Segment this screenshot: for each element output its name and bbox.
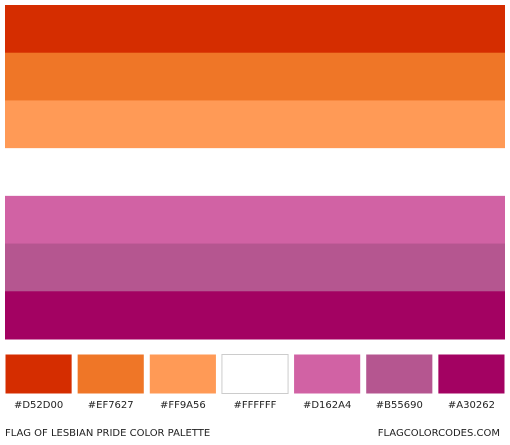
hex-label: #B55690 bbox=[376, 400, 423, 411]
flag-stripe bbox=[5, 243, 505, 292]
color-swatch bbox=[5, 354, 72, 394]
flag-stripe bbox=[5, 52, 505, 101]
site-name: FLAGCOLORCODES.COM bbox=[378, 428, 500, 439]
color-swatch bbox=[221, 354, 289, 394]
hex-label: #FFFFFF bbox=[234, 400, 277, 411]
flag-stripe bbox=[5, 148, 505, 197]
color-swatch bbox=[149, 354, 216, 394]
hex-label: #D162A4 bbox=[303, 400, 351, 411]
color-swatch bbox=[77, 354, 144, 394]
flag-stripe bbox=[5, 5, 505, 54]
color-swatch bbox=[294, 354, 361, 394]
hex-label: #A30262 bbox=[448, 400, 495, 411]
caption: FLAG OF LESBIAN PRIDE COLOR PALETTE bbox=[5, 428, 210, 439]
color-swatch bbox=[366, 354, 433, 394]
color-swatch bbox=[438, 354, 505, 394]
flag-stripe bbox=[5, 195, 505, 245]
hex-label: #FF9A56 bbox=[160, 400, 206, 411]
flag-stripe bbox=[5, 291, 505, 340]
hex-label: #D52D00 bbox=[14, 400, 63, 411]
flag-stripe bbox=[5, 100, 505, 149]
hex-label: #EF7627 bbox=[88, 400, 134, 411]
